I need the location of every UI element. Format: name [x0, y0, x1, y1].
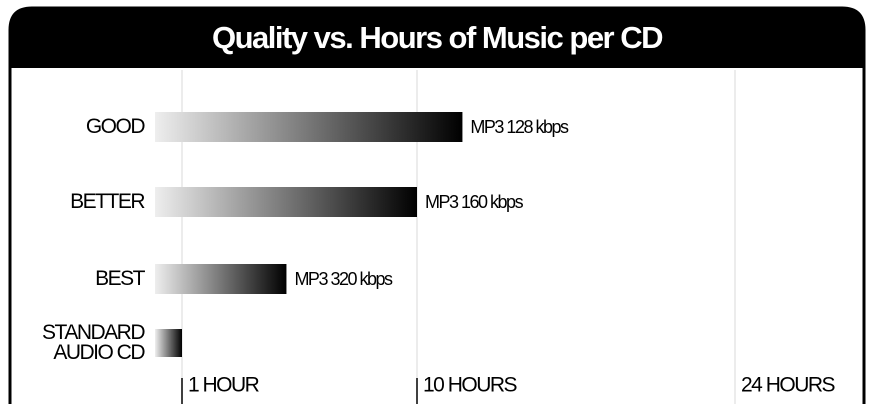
bar: [155, 329, 182, 357]
bar: [155, 187, 417, 217]
y-tick-label: GOOD: [85, 115, 146, 138]
y-tick-label: BEST: [95, 267, 145, 290]
bar-label: MP3 320 kbps: [294, 269, 393, 289]
bar: [155, 264, 287, 294]
x-tick-label: 1 HOUR: [188, 374, 260, 397]
y-tick-label: STANDARD AUDIO CD: [42, 321, 145, 364]
chart-title: Quality vs. Hours of Music per CD: [212, 20, 663, 55]
x-tick-label: 10 HOURS: [423, 374, 518, 397]
bar-label: MP3 160 kbps: [425, 192, 524, 212]
y-tick-label: BETTER: [70, 190, 145, 213]
bar: [155, 112, 463, 142]
header: [10, 8, 864, 68]
x-tick-label: 24 HOURS: [741, 374, 836, 397]
bar-label: MP3 128 kbps: [470, 117, 569, 137]
